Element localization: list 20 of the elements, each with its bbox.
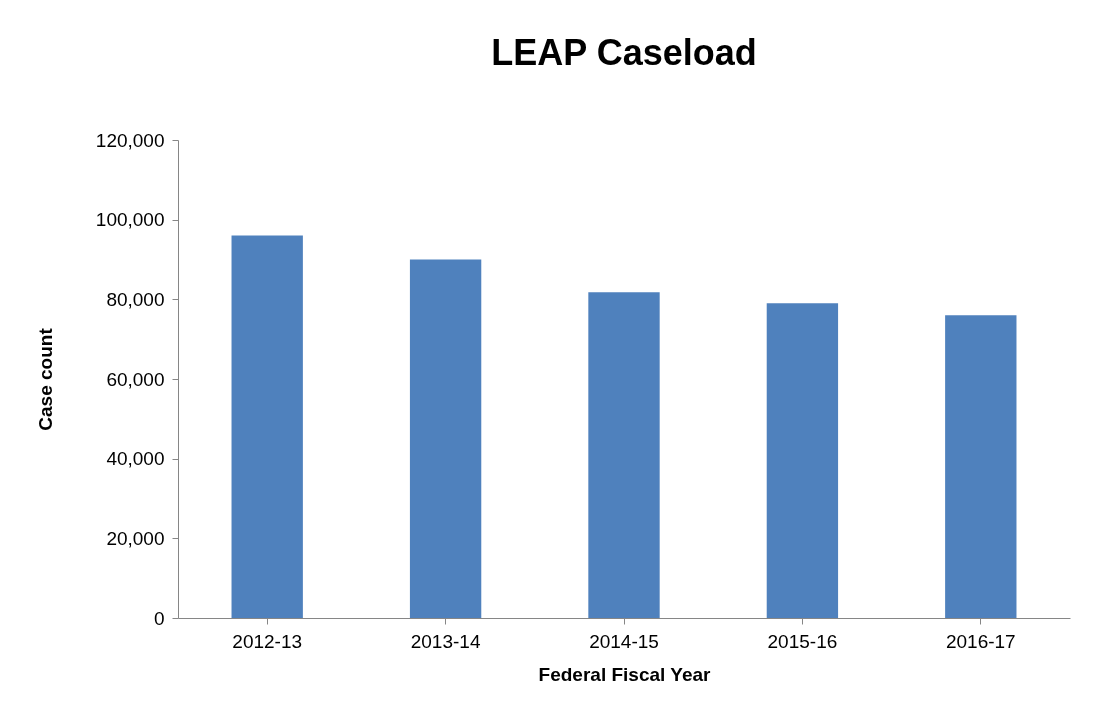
x-tick-label: 2016-17 [945, 630, 1016, 652]
y-tick-label: 100,000 [95, 209, 165, 231]
bar [409, 259, 482, 618]
x-tick-label: 2015-16 [767, 630, 838, 652]
x-tick-label: 2012-13 [232, 630, 303, 652]
y-axis-title: Case count [34, 327, 56, 431]
y-tick-label: 120,000 [95, 129, 165, 151]
x-tick-label: 2013-14 [410, 630, 481, 652]
bar [766, 303, 839, 618]
y-tick-label: 0 [153, 607, 165, 629]
y-tick-label: 20,000 [106, 527, 165, 549]
y-tick-label: 80,000 [106, 288, 165, 310]
y-tick-label: 40,000 [106, 448, 165, 470]
chart-title: LEAP Caseload [491, 32, 757, 73]
bar [231, 235, 303, 618]
x-tick-label: 2014-15 [589, 630, 659, 652]
bar [588, 292, 660, 618]
y-tick-label: 60,000 [106, 368, 165, 390]
x-axis-title: Federal Fiscal Year [538, 663, 712, 685]
bar [945, 315, 1017, 618]
